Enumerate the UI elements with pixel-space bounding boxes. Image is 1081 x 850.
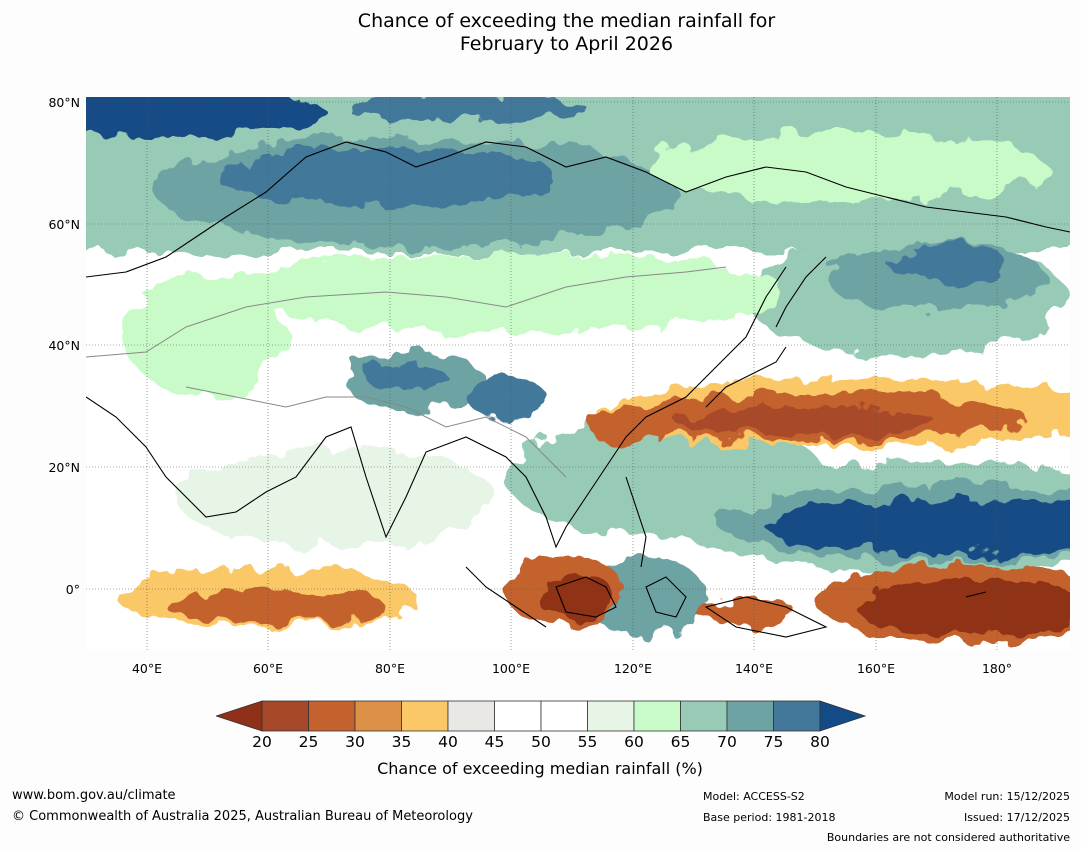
rainfall-map bbox=[86, 97, 1070, 650]
colorbar-tick: 70 bbox=[717, 733, 737, 751]
colorbar-tick: 75 bbox=[763, 733, 784, 751]
colorbar-cell bbox=[540, 700, 588, 732]
field-arctic-2 bbox=[346, 97, 586, 121]
footer-base-period: Base period: 1981-2018 bbox=[703, 811, 836, 824]
colorbar-tick: 25 bbox=[298, 733, 319, 751]
lat-label-0: 0° bbox=[65, 582, 80, 597]
field-indian-ocean-dry-core bbox=[166, 591, 386, 623]
lon-label-100e: 100°E bbox=[491, 661, 530, 676]
colorbar-cell bbox=[494, 700, 542, 732]
field-south-china-dry bbox=[591, 405, 661, 449]
field-north-pacific-dry-inner bbox=[676, 408, 936, 436]
colorbar-cell bbox=[401, 700, 449, 732]
lon-label-60e: 60°E bbox=[252, 661, 284, 676]
lon-label-120e: 120°E bbox=[613, 661, 652, 676]
colorbar-label: Chance of exceeding median rainfall (%) bbox=[377, 759, 703, 778]
lon-label-40e: 40°E bbox=[131, 661, 163, 676]
lat-label-20n: 20°N bbox=[48, 460, 80, 475]
rainfall-fields bbox=[86, 97, 1070, 642]
title-line-2: February to April 2026 bbox=[459, 33, 674, 55]
colorbar-high-extend bbox=[819, 700, 866, 732]
field-china-west bbox=[466, 377, 546, 417]
field-siberia-core bbox=[216, 147, 556, 207]
colorbar-cell bbox=[633, 700, 681, 732]
lat-label-40n: 40°N bbox=[48, 338, 80, 353]
lat-label-80n: 80°N bbox=[48, 95, 80, 110]
colorbar-cell bbox=[726, 700, 774, 732]
colorbar-tick: 60 bbox=[624, 733, 644, 751]
field-indonesia-dry-core bbox=[536, 575, 616, 619]
colorbar-cell bbox=[680, 700, 728, 732]
colorbar-tick: 45 bbox=[484, 733, 505, 751]
field-kamchatka-inner bbox=[886, 244, 1006, 280]
field-central-asia bbox=[226, 252, 786, 332]
field-tibet-core bbox=[366, 362, 446, 392]
colorbar-tick: 20 bbox=[252, 733, 272, 751]
colorbar-cell bbox=[354, 700, 402, 732]
lon-label-180: 180° bbox=[981, 661, 1013, 676]
colorbar-tick: 40 bbox=[438, 733, 458, 751]
colorbar-cell bbox=[261, 700, 309, 732]
colorbar-tick: 50 bbox=[531, 733, 551, 751]
colorbar-tick: 80 bbox=[810, 733, 830, 751]
footer-issued: Issued: 17/12/2025 bbox=[963, 811, 1070, 824]
lat-label-60n: 60°N bbox=[48, 217, 80, 232]
colorbar-cell bbox=[308, 700, 356, 732]
footer-model-run: Model run: 15/12/2025 bbox=[944, 790, 1070, 803]
colorbar-cells bbox=[261, 700, 821, 732]
rainfall-map-svg bbox=[86, 97, 1070, 650]
chart-title: Chance of exceeding the median rainfall … bbox=[0, 10, 1081, 56]
colorbar-cell bbox=[587, 700, 635, 732]
field-west bbox=[126, 277, 286, 397]
footer-url: www.bom.gov.au/climate bbox=[12, 788, 176, 803]
graticule bbox=[86, 97, 1070, 650]
colorbar-tick: 65 bbox=[670, 733, 691, 751]
colorbar-tick: 35 bbox=[391, 733, 412, 751]
colorbar-tick: 30 bbox=[345, 733, 365, 751]
field-tropical-band-inner bbox=[766, 499, 1070, 555]
title-line-1: Chance of exceeding the median rainfall … bbox=[357, 10, 776, 32]
footer-disclaimer: Boundaries are not considered authoritat… bbox=[826, 831, 1070, 844]
footer-model: Model: ACCESS-S2 bbox=[703, 790, 805, 803]
lon-label-80e: 80°E bbox=[374, 661, 406, 676]
field-east-siberia bbox=[646, 132, 1046, 202]
field-new-guinea-dry bbox=[696, 598, 796, 626]
lon-label-160e: 160°E bbox=[856, 661, 895, 676]
borders bbox=[86, 266, 727, 478]
colorbar-cell bbox=[447, 700, 495, 732]
field-india bbox=[176, 447, 496, 547]
footer-copyright: © Commonwealth of Australia 2025, Austra… bbox=[12, 809, 473, 824]
colorbar-low-extend bbox=[216, 700, 263, 732]
coastlines bbox=[86, 141, 1070, 638]
field-west-pacific-dry-core bbox=[856, 579, 1070, 635]
colorbar-cell bbox=[773, 700, 821, 732]
field-arctic bbox=[86, 97, 326, 137]
colorbar-tick: 55 bbox=[577, 733, 598, 751]
lon-label-140e: 140°E bbox=[734, 661, 773, 676]
colorbar bbox=[216, 700, 866, 732]
